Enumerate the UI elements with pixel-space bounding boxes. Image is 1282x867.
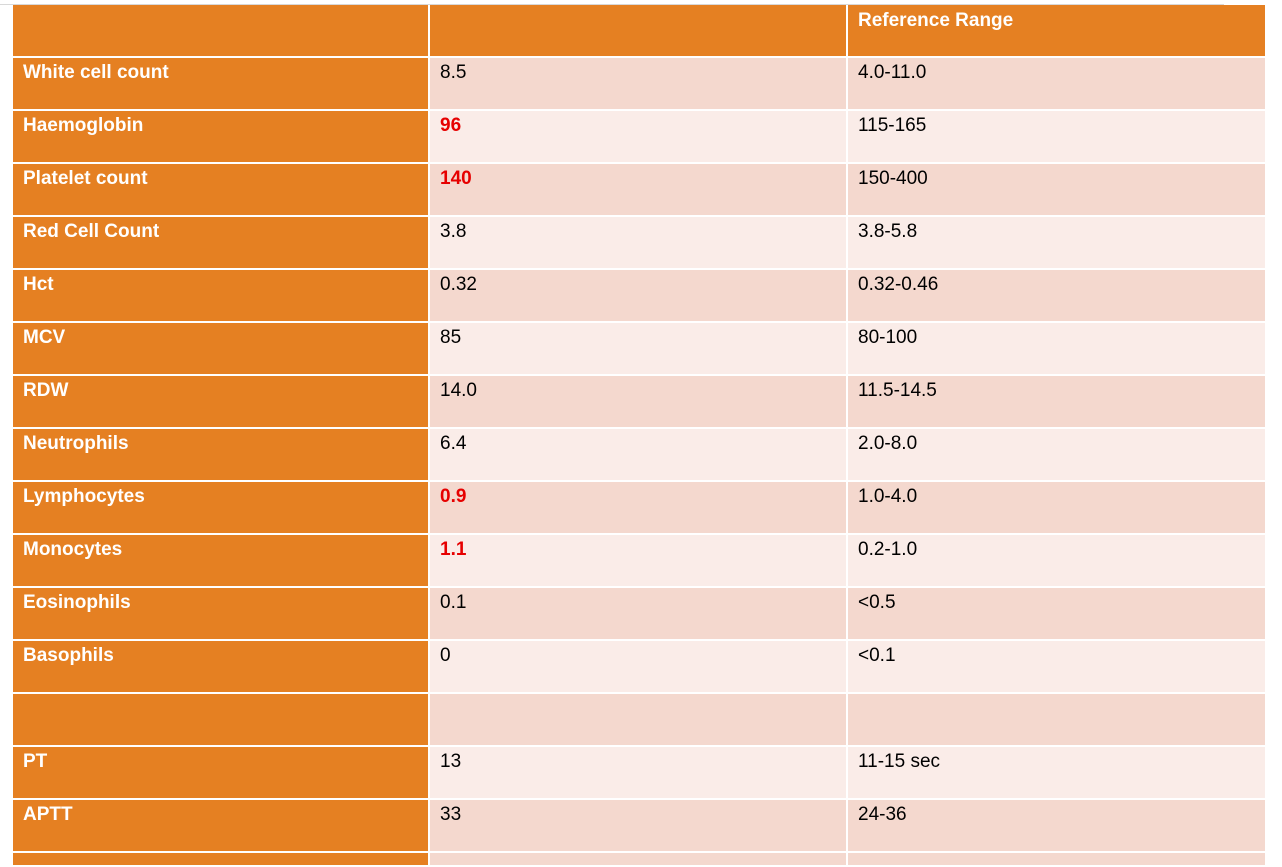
row-label: Hct bbox=[13, 270, 428, 321]
row-reference-range: 11-15 sec bbox=[848, 747, 1265, 798]
result-value: 6.4 bbox=[440, 433, 467, 454]
result-value: 8.5 bbox=[440, 62, 467, 83]
row-value: 8.5 bbox=[430, 58, 846, 109]
row-value: 0.1 bbox=[430, 588, 846, 639]
row-reference-range: 24-36 bbox=[848, 800, 1265, 851]
row-value: 0.32 bbox=[430, 270, 846, 321]
row-value: 6.4 bbox=[430, 429, 846, 480]
row-reference-range: 80-100 bbox=[848, 323, 1265, 374]
row-reference-range: <0.5 bbox=[848, 588, 1265, 639]
result-value: 14.0 bbox=[440, 380, 477, 401]
row-reference-range: 11.5-14.5 bbox=[848, 376, 1265, 427]
row-reference-range: 3.8-5.8 bbox=[848, 217, 1265, 268]
row-reference-range: 0.2-1.0 bbox=[848, 535, 1265, 586]
row-label: White cell count bbox=[13, 58, 428, 109]
row-label: RDW bbox=[13, 376, 428, 427]
row-value: 33 bbox=[430, 800, 846, 851]
lab-results-table: Reference Range White cell count 8.5 4.0-1… bbox=[13, 5, 1265, 867]
row-label: PT bbox=[13, 747, 428, 798]
row-value: 14.0 bbox=[430, 376, 846, 427]
row-label: Lymphocytes bbox=[13, 482, 428, 533]
row-reference-range: 150-400 bbox=[848, 164, 1265, 215]
row-value: 13 bbox=[430, 747, 846, 798]
row-reference-range: 1.0-4.0 bbox=[848, 482, 1265, 533]
row-value: 96 bbox=[430, 111, 846, 162]
row-reference-range bbox=[848, 694, 1265, 745]
row-reference-range: 115-165 bbox=[848, 111, 1265, 162]
row-reference-range: <0.1 bbox=[848, 641, 1265, 692]
row-label: Neutrophils bbox=[13, 429, 428, 480]
flagged-value: 96 bbox=[440, 115, 462, 136]
row-value: 85 bbox=[430, 323, 846, 374]
row-label: APTT bbox=[13, 800, 428, 851]
row-reference-range: 2.0-8.0 bbox=[848, 429, 1265, 480]
row-label: Haemoglobin bbox=[13, 111, 428, 162]
flagged-value: 0.9 bbox=[440, 486, 467, 507]
row-label: Platelet count bbox=[13, 164, 428, 215]
result-value: 0.1 bbox=[440, 592, 467, 613]
row-label: Monocytes bbox=[13, 535, 428, 586]
flagged-value: 1.1 bbox=[440, 539, 467, 560]
row-label: Basophils bbox=[13, 641, 428, 692]
header-cell-result bbox=[430, 5, 846, 56]
row-label: Eosinophils bbox=[13, 588, 428, 639]
row-value: 3.8 bbox=[430, 217, 846, 268]
row-value: 0 bbox=[430, 641, 846, 692]
row-label: Red Cell Count bbox=[13, 217, 428, 268]
row-reference-range: 0.32-0.46 bbox=[848, 270, 1265, 321]
result-value: 33 bbox=[440, 804, 462, 825]
result-value: 0 bbox=[440, 645, 451, 666]
result-value: 85 bbox=[440, 327, 462, 348]
row-label-cell bbox=[13, 853, 428, 865]
top-divider bbox=[0, 4, 1224, 5]
row-value-cell bbox=[430, 853, 846, 865]
header-cell-test bbox=[13, 5, 428, 56]
row-value: 1.1 bbox=[430, 535, 846, 586]
row-value: 140 bbox=[430, 164, 846, 215]
row-label: MCV bbox=[13, 323, 428, 374]
row-value bbox=[430, 694, 846, 745]
header-cell-reference-range: Reference Range bbox=[848, 5, 1265, 56]
result-value: 13 bbox=[440, 751, 462, 772]
row-label bbox=[13, 694, 428, 745]
row-value: 0.9 bbox=[430, 482, 846, 533]
flagged-value: 140 bbox=[440, 168, 472, 189]
row-range-cell bbox=[848, 853, 1265, 865]
result-value: 3.8 bbox=[440, 221, 467, 242]
row-reference-range: 4.0-11.0 bbox=[848, 58, 1265, 109]
result-value: 0.32 bbox=[440, 274, 477, 295]
